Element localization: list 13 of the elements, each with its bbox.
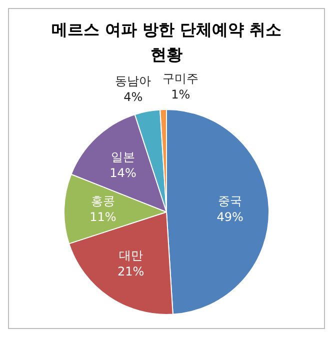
data-label: 11% (90, 210, 116, 224)
slice-label: 구미주 (162, 72, 199, 86)
data-label: 4% (124, 90, 143, 104)
data-label: 1% (171, 88, 190, 102)
slice-label: 홍콩 (90, 194, 115, 208)
slice-label: 대만 (118, 248, 143, 263)
data-label: 14% (110, 166, 136, 180)
slice-label: 동남아 (115, 74, 152, 88)
data-label: 49% (216, 210, 244, 224)
data-label: 21% (117, 264, 144, 279)
chart-title: 메르스 여파 방한 단체예약 취소 현황 (50, 19, 283, 66)
slice-label: 중국 (218, 194, 242, 208)
slice-label: 일본 (110, 150, 135, 164)
